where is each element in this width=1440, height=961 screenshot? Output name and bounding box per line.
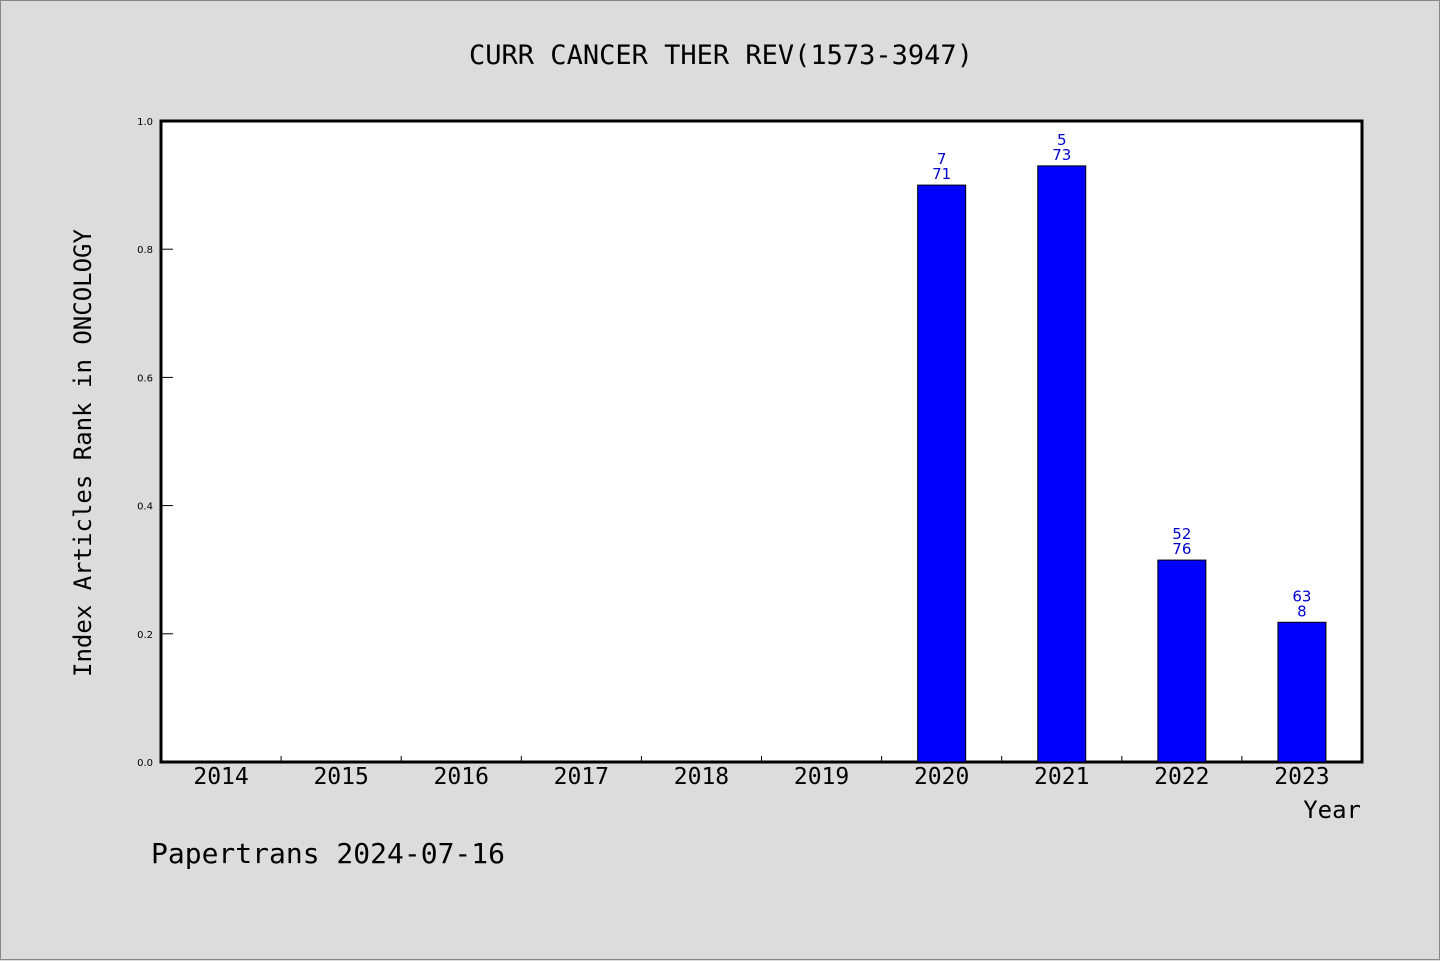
x-axis-label: Year xyxy=(1303,796,1361,824)
bar-label-top: 52 xyxy=(1172,525,1191,543)
bar-label-top: 7 xyxy=(937,150,947,168)
bar-label-bottom: 71 xyxy=(932,165,951,183)
x-tick-label: 2021 xyxy=(1034,764,1089,790)
bars xyxy=(917,165,1327,763)
bar-label-top: 63 xyxy=(1292,587,1311,605)
x-tick-label: 2015 xyxy=(313,764,368,790)
y-axis-label: Index Articles Rank in ONCOLOGY xyxy=(69,228,97,676)
bar-label-bottom: 73 xyxy=(1052,146,1071,164)
bar-2020 xyxy=(917,184,967,763)
y-tick-label: 0.6 xyxy=(137,373,153,384)
y-tick-label: 1.0 xyxy=(137,117,153,128)
x-tick-label: 2022 xyxy=(1154,764,1209,790)
x-tick-label: 2016 xyxy=(434,764,489,790)
x-tick-label: 2019 xyxy=(794,764,849,790)
y-tick-label: 0.8 xyxy=(137,245,153,256)
chart-title: CURR CANCER THER REV(1573-3947) xyxy=(469,40,973,71)
y-tick-label: 0.2 xyxy=(137,630,153,641)
x-tick-label: 2018 xyxy=(674,764,729,790)
y-axis: 0.0 0.2 0.4 0.6 0.8 1.0 xyxy=(137,117,173,769)
bar-2022 xyxy=(1157,559,1207,763)
x-tick-label: 2017 xyxy=(554,764,609,790)
footer-text: Papertrans 2024-07-16 xyxy=(151,837,505,870)
bar-2023 xyxy=(1277,621,1327,763)
bar-2021 xyxy=(1037,165,1087,763)
x-tick-label: 2023 xyxy=(1274,764,1329,790)
y-tick-label: 0.0 xyxy=(137,758,153,769)
x-axis: 2014 2015 2016 2017 2018 2019 2020 2021 2022 2023 xyxy=(193,756,1330,790)
x-tick-label: 2020 xyxy=(914,764,969,790)
bar-label-bottom: 8 xyxy=(1297,602,1307,620)
bar-label-bottom: 76 xyxy=(1172,540,1191,558)
y-tick-label: 0.4 xyxy=(137,502,153,513)
bar-label-top: 5 xyxy=(1057,131,1067,149)
x-tick-label: 2014 xyxy=(193,764,248,790)
